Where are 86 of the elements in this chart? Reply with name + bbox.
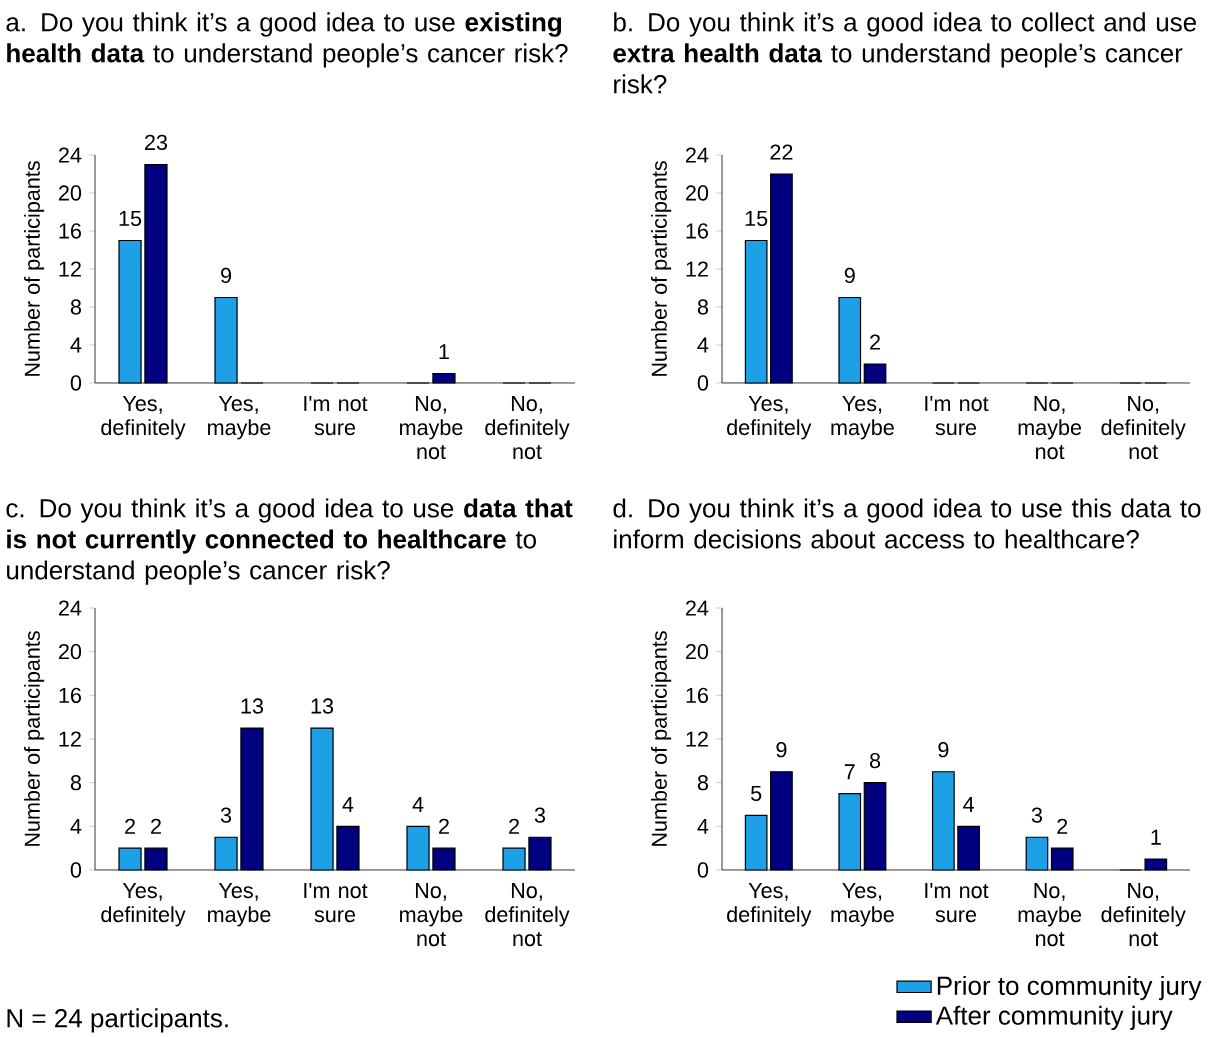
data-label: 2 [151,818,161,834]
x-tick-label: Yes, maybe [831,883,894,927]
y-tick-label: 24 [686,600,709,616]
data-label: 2 [870,334,880,350]
data-label: 3 [220,807,232,823]
y-tick-label: 8 [697,775,708,791]
y-tick-label: 4 [697,818,709,834]
data-label: 4 [963,797,975,812]
x-tick-label: I'm not sure [925,883,989,923]
data-label: 5 [751,785,762,802]
data-label: 1 [1151,829,1161,845]
data-label: 15 [745,211,768,227]
y-tick-label: 0 [697,862,709,878]
x-tick-label: No, definitely not [1101,883,1186,947]
data-label: 22 [770,144,793,160]
x-tick-label: No, definitely not [485,883,570,947]
y-tick-label: 16 [59,687,81,703]
y-tick-label: 4 [70,337,82,353]
data-label: 9 [221,267,232,284]
y-tick-label: 0 [70,862,82,878]
x-tick-label: No, definitely not [1101,396,1186,460]
legend-label: Prior to community jury [937,975,1202,1001]
chart-title: a. Do you think it’s a good idea to use existing health data to understand people’s cancer risk? [6,12,568,68]
y-tick-label: 20 [686,185,709,201]
data-label: 13 [241,698,264,714]
data-label: 23 [145,134,168,151]
y-tick-label: 24 [686,147,709,163]
y-tick-label: 12 [59,731,81,747]
legend-label: After community jury [935,1005,1173,1030]
y-tick-label: 8 [697,299,708,315]
y-axis-title: Number of participants [24,161,45,376]
x-tick-label: No, maybe not [1018,396,1082,460]
x-tick-label: Yes, maybe [831,396,894,440]
chart-title: b. Do you think it’s a good idea to collect and use extra health data to understand people’s cancer risk? [613,12,1196,94]
y-tick-label: 20 [59,185,82,201]
chart-title: d. Do you think it’s a good idea to use this data to inform decisions about access to healthcare? [613,498,1201,549]
data-label: 3 [534,807,546,823]
x-tick-label: Yes, definitely [727,883,812,927]
x-tick-label: No, maybe not [400,883,463,947]
y-tick-label: 0 [70,375,82,391]
y-tick-label: 20 [686,644,709,660]
data-label: 7 [844,764,855,780]
data-label: 9 [844,267,855,284]
x-tick-label: Yes, maybe [208,883,271,927]
y-tick-label: 24 [59,147,82,163]
x-tick-label: Yes, maybe [208,396,271,440]
data-label: 9 [938,742,949,758]
y-tick-label: 16 [59,223,81,239]
data-label: 2 [125,818,135,834]
text: N = 24 participants. [7,1008,228,1033]
x-tick-label: Yes, definitely [101,883,186,927]
y-tick-label: 0 [697,375,709,391]
y-tick-label: 16 [686,687,708,703]
data-label: 4 [412,797,424,812]
x-tick-label: I'm not sure [304,883,368,923]
y-tick-label: 24 [59,600,82,616]
data-label: 4 [342,797,354,812]
y-axis-title: Number of participants [651,161,672,376]
data-label: 2 [439,818,449,834]
y-tick-label: 12 [686,261,708,277]
y-tick-label: 4 [697,337,709,353]
y-tick-label: 8 [70,775,81,791]
data-label: 1 [439,344,449,360]
y-tick-label: 8 [70,299,81,315]
y-tick-label: 12 [686,731,708,747]
data-label: 9 [776,742,787,758]
x-tick-label: Yes, definitely [727,396,812,440]
y-tick-label: 16 [686,223,708,239]
x-tick-label: Yes, definitely [101,396,186,440]
x-tick-label: I'm not sure [925,396,989,436]
x-tick-label: No, definitely not [485,396,570,460]
data-label: 2 [1057,818,1068,834]
data-label: 8 [869,752,881,769]
chart-title: c. Do you think it’s a good idea to use data that is not currently connected to healthcare to understand people’s cancer risk? [6,498,573,585]
y-axis-title: Number of participants [24,631,45,846]
y-tick-label: 20 [59,644,82,660]
x-tick-label: I'm not sure [304,396,368,436]
y-tick-label: 12 [59,261,81,277]
data-label: 2 [509,818,519,834]
y-axis-title: Number of participants [651,631,672,846]
data-label: 15 [119,211,142,227]
x-tick-label: No, maybe not [1018,883,1082,947]
y-tick-label: 4 [70,818,82,834]
data-label: 3 [1031,807,1043,823]
x-tick-label: No, maybe not [400,396,463,460]
data-label: 13 [311,698,334,714]
